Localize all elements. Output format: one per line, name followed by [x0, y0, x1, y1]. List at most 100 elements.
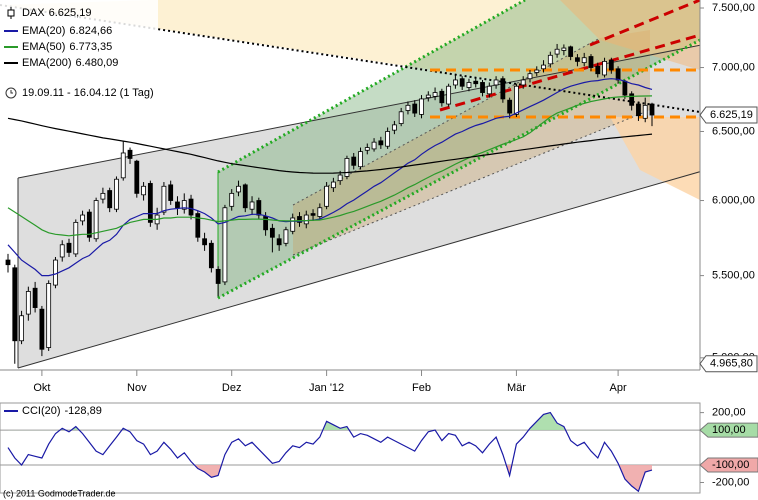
- candle-body: [425, 94, 431, 99]
- legend: DAX 6.625,19 EMA(20) 6.824,66 EMA(50) 6.773,3…: [4, 7, 118, 69]
- legend-value: 6.773,35: [69, 41, 112, 53]
- candle-body: [80, 214, 85, 222]
- candle-body: [371, 141, 377, 150]
- candle-body: [66, 242, 72, 253]
- trend-line: [217, 38, 700, 300]
- candle-body: [493, 79, 499, 86]
- candle-body: [575, 57, 580, 62]
- candle-body: [642, 104, 648, 119]
- candle-body: [588, 56, 594, 68]
- candle-body: [500, 78, 506, 100]
- candle-body: [303, 214, 309, 225]
- y-tick-label: 6.500,00: [712, 125, 755, 137]
- candle-body: [195, 213, 201, 238]
- candle-body: [615, 68, 621, 81]
- legend-value: 6.625,19: [49, 7, 92, 19]
- candle-body: [39, 308, 45, 350]
- x-tick-label: Dez: [222, 382, 242, 394]
- candle-body: [520, 79, 526, 86]
- legend-value: -128,89: [65, 405, 102, 417]
- candle-body: [73, 221, 79, 255]
- candle-body: [181, 200, 187, 210]
- y-tick-label: 7.500,00: [712, 2, 755, 14]
- candle-body: [527, 73, 533, 80]
- candle-body: [541, 64, 546, 70]
- trend-line: [0, 4, 700, 113]
- trend-line: [217, 0, 526, 174]
- candle-body: [32, 287, 38, 308]
- candle-body: [161, 185, 167, 213]
- candle-body: [100, 192, 106, 200]
- legend-label: DAX: [22, 7, 45, 19]
- clock-icon: [10, 90, 13, 94]
- candle-body: [466, 82, 472, 88]
- channel: [218, 0, 700, 298]
- candle-body: [568, 46, 574, 57]
- ema-line: [7, 78, 653, 277]
- x-tick-label: Nov: [127, 382, 147, 394]
- y-tick-label: 7.000,00: [712, 61, 755, 73]
- legend-value: 6.480,09: [76, 57, 119, 69]
- candle-body: [310, 213, 316, 216]
- candle-body: [242, 184, 248, 209]
- clock-icon: [5, 87, 17, 99]
- candle-body: [263, 216, 269, 231]
- candle-body: [134, 160, 140, 194]
- candle-body: [405, 104, 411, 111]
- legend-label: EMA(200): [22, 57, 72, 69]
- candle-body: [208, 242, 214, 269]
- trend-line: [292, 109, 651, 256]
- candle-body: [649, 103, 655, 116]
- footer: (c) 2011 GodmodeTrader.de: [3, 488, 116, 498]
- candle-body: [188, 198, 194, 216]
- candle-body: [636, 103, 641, 117]
- candle-body: [202, 238, 207, 246]
- candle-body: [120, 152, 126, 179]
- candle-body: [5, 259, 11, 266]
- tick-box: [699, 457, 758, 473]
- price-marker: [699, 106, 758, 124]
- price-marker-label: 6.625,19: [710, 109, 753, 121]
- candle-body: [473, 80, 479, 85]
- candle-body: [276, 238, 282, 246]
- candle-body: [222, 207, 228, 283]
- cci-plot: CCI(20) -128,89: [0, 405, 700, 493]
- candle-body: [351, 156, 357, 166]
- candle-body: [330, 181, 336, 189]
- candle-body: [249, 201, 255, 210]
- channel: [18, 45, 700, 368]
- candle-body: [25, 291, 31, 315]
- x-tick-label: Mär: [507, 382, 526, 394]
- candle-body: [53, 259, 58, 286]
- channel: [293, 30, 650, 255]
- legend-label: CCI(20): [22, 405, 61, 417]
- candle-body: [391, 124, 397, 131]
- candle-body: [236, 185, 241, 193]
- ema-line: [7, 117, 653, 174]
- candle-body: [507, 99, 513, 114]
- y-tick-label: -100,00: [712, 459, 749, 471]
- candle-body: [446, 85, 452, 105]
- candle-body: [19, 315, 24, 342]
- price-marker: [699, 355, 758, 373]
- candle-body: [385, 131, 391, 147]
- candle-body: [86, 211, 92, 238]
- candle-body: [439, 90, 445, 104]
- x-tick-label: Jan '12: [309, 382, 344, 394]
- candle-body: [480, 82, 485, 93]
- candle-body: [168, 184, 174, 201]
- zone: [610, 117, 700, 200]
- legend-value: 6.824,66: [69, 25, 112, 37]
- candle-body: [547, 54, 553, 65]
- candle-body: [581, 57, 587, 64]
- x-tick-label: Okt: [33, 382, 50, 394]
- candle-body: [514, 85, 519, 115]
- trend-line: [589, 0, 700, 47]
- candle-body: [622, 80, 628, 96]
- candle-body: [229, 192, 235, 207]
- candle-body: [412, 103, 418, 114]
- candle-body: [419, 98, 424, 115]
- trend-line: [292, 37, 601, 206]
